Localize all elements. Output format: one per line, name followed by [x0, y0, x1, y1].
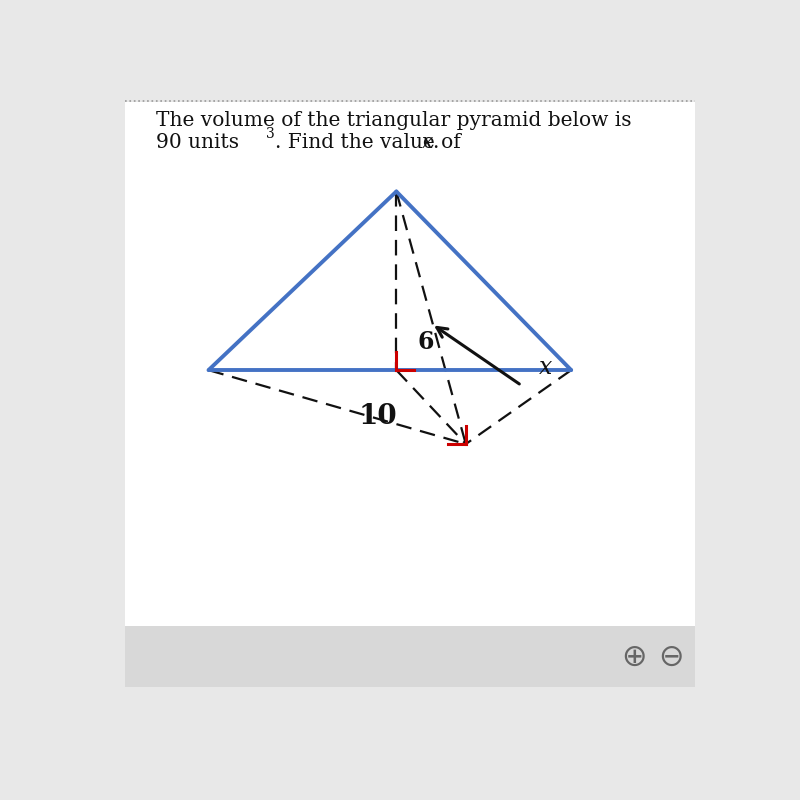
Text: 3: 3 [266, 127, 275, 141]
Text: 90 units: 90 units [156, 133, 239, 152]
Bar [125, 626, 695, 687]
Text: 10: 10 [358, 403, 397, 430]
Text: .: . [432, 133, 438, 152]
Text: The volume of the triangular pyramid below is: The volume of the triangular pyramid bel… [156, 111, 631, 130]
Text: 6: 6 [418, 330, 434, 354]
Text: x: x [538, 355, 552, 378]
FancyBboxPatch shape [125, 102, 695, 632]
Text: . Find the value of: . Find the value of [275, 133, 467, 152]
Text: ⊕: ⊕ [622, 643, 647, 672]
Text: ⊖: ⊖ [658, 643, 684, 672]
Text: x: x [422, 133, 434, 152]
